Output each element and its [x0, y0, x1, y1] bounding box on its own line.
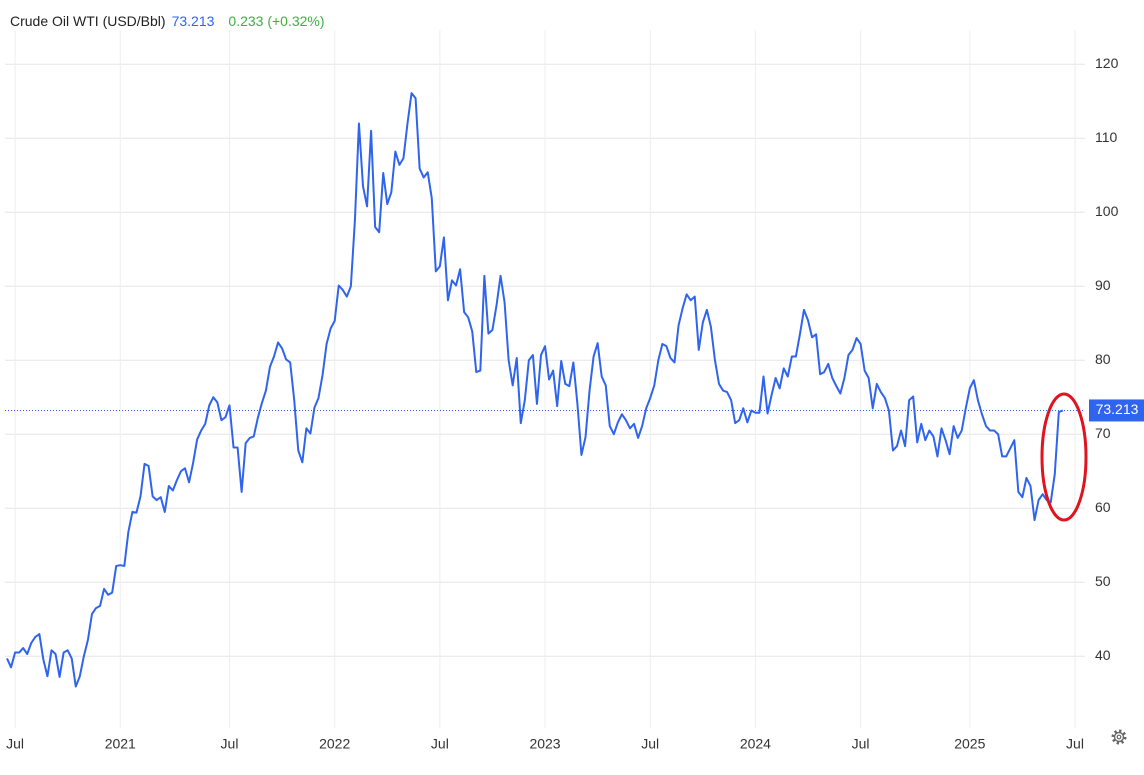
grid: 40 50 60 70 80 90 100 110 120 Jul 2021 Jul 2022 Jul 20…: [5, 30, 1119, 752]
gear-teeth: [1111, 729, 1127, 745]
last-price: 73.213: [172, 13, 215, 29]
last-price-label: 73.213: [1096, 401, 1139, 417]
y-tick-label: 110: [1095, 129, 1118, 145]
chart-title: Crude Oil WTI (USD/Bbl): [10, 13, 166, 29]
plot: 73.213: [5, 92, 1144, 688]
settings-icon[interactable]: [1111, 729, 1127, 745]
x-tick-label: Jul: [6, 736, 24, 752]
y-tick-label: 90: [1095, 277, 1111, 293]
y-tick-label: 40: [1095, 647, 1111, 663]
x-tick-label: Jul: [641, 736, 659, 752]
y-tick-label: 100: [1095, 203, 1119, 219]
y-tick-label: 60: [1095, 499, 1111, 515]
x-tick-label: Jul: [1066, 736, 1084, 752]
x-tick-label: 2024: [740, 736, 771, 752]
header: Crude Oil WTI (USD/Bbl) 73.213 0.233 (+0.3…: [10, 13, 325, 29]
y-tick-label: 70: [1095, 425, 1111, 441]
y-tick-label: 120: [1095, 55, 1119, 71]
price-line: [6, 92, 1064, 688]
gear-hole: [1116, 734, 1122, 740]
x-tick-label: Jul: [431, 736, 449, 752]
price-change: 0.233 (+0.32%): [228, 13, 324, 29]
y-tick-label: 80: [1095, 351, 1111, 367]
x-tick-label: 2022: [319, 736, 350, 752]
x-tick-label: Jul: [852, 736, 870, 752]
x-tick-label: 2021: [105, 736, 136, 752]
gear-body: [1113, 731, 1125, 743]
x-tick-label: Jul: [221, 736, 239, 752]
y-tick-label: 50: [1095, 573, 1111, 589]
x-tick-label: 2025: [954, 736, 985, 752]
highlight-ellipse: [1040, 392, 1088, 522]
x-tick-label: 2023: [529, 736, 560, 752]
last-price-tag: [1089, 399, 1144, 422]
